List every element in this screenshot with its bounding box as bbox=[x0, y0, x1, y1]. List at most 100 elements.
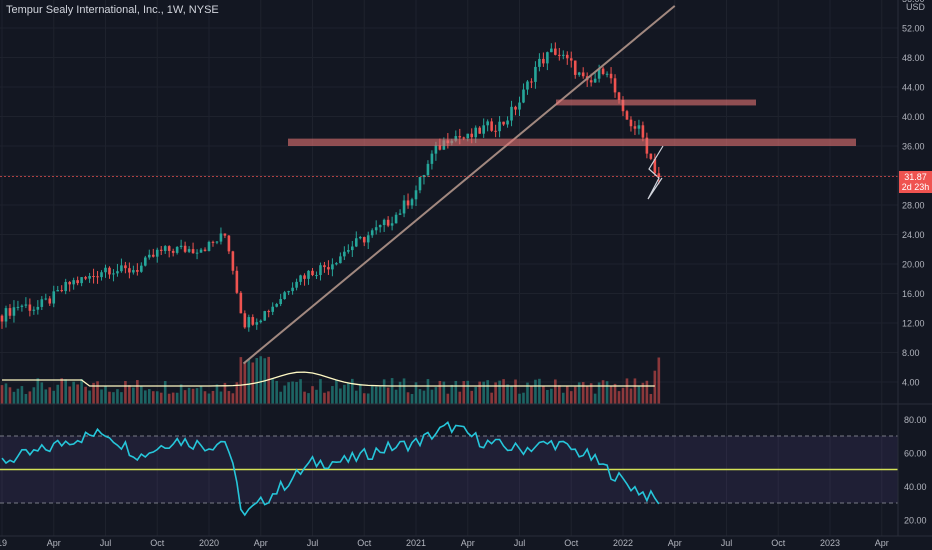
volume-bar bbox=[645, 380, 649, 404]
candle-body bbox=[362, 237, 366, 243]
candle-body bbox=[187, 249, 191, 252]
candle-body bbox=[112, 273, 115, 275]
volume-bar bbox=[140, 386, 143, 404]
candle-body bbox=[629, 119, 633, 127]
candle-body bbox=[522, 89, 525, 103]
volume-bar bbox=[414, 382, 418, 404]
volume-bar bbox=[48, 387, 52, 404]
volume-bar bbox=[462, 381, 466, 404]
volume-bar bbox=[343, 384, 346, 404]
time-tick-label: Jul bbox=[100, 538, 112, 548]
volume-bar bbox=[24, 393, 28, 404]
candle-body bbox=[327, 267, 330, 270]
volume-bar bbox=[52, 390, 56, 404]
time-tick-label: Apr bbox=[254, 538, 268, 548]
candle-body bbox=[12, 307, 16, 316]
volume-bar bbox=[490, 392, 493, 404]
candle-body bbox=[426, 163, 430, 176]
trendline bbox=[242, 5, 676, 365]
volume-bar bbox=[558, 385, 561, 404]
volume-bar bbox=[215, 384, 219, 404]
volume-bar bbox=[526, 382, 529, 404]
candle-body bbox=[518, 102, 521, 110]
candle-body bbox=[510, 106, 513, 121]
candle-body bbox=[414, 190, 418, 200]
volume-bar bbox=[120, 392, 123, 404]
candle-body bbox=[64, 281, 67, 292]
candle-body bbox=[283, 292, 286, 300]
volume-bar bbox=[167, 393, 171, 404]
candle-body bbox=[593, 78, 597, 83]
time-tick-label: 19 bbox=[0, 538, 7, 548]
volume-bar bbox=[163, 381, 167, 404]
volume-bar bbox=[398, 381, 402, 404]
candle-body bbox=[132, 270, 135, 273]
price-tick-label: 8.00 bbox=[902, 348, 920, 358]
volume-bar bbox=[510, 386, 513, 404]
candle-body bbox=[68, 281, 71, 285]
volume-bar bbox=[84, 386, 87, 404]
candle-body bbox=[195, 252, 199, 254]
volume-bar bbox=[56, 384, 60, 404]
volume-bar bbox=[175, 392, 179, 404]
price-tick-label: 12.00 bbox=[902, 319, 925, 329]
candle-body bbox=[80, 277, 83, 284]
candle-body bbox=[307, 270, 310, 279]
candle-body bbox=[96, 276, 99, 278]
candle-body bbox=[478, 127, 481, 134]
candle-body bbox=[136, 270, 139, 272]
candle-body bbox=[506, 120, 509, 125]
volume-bar bbox=[259, 356, 263, 404]
volume-bar bbox=[72, 381, 75, 404]
candle-body bbox=[151, 254, 155, 257]
candle-body bbox=[335, 263, 338, 265]
volume-bar bbox=[561, 392, 565, 404]
candle-body bbox=[287, 291, 290, 293]
volume-bar bbox=[438, 380, 442, 404]
volume-bar bbox=[434, 387, 438, 404]
candle-body bbox=[227, 235, 231, 252]
candle-body bbox=[331, 264, 334, 270]
candle-body bbox=[124, 265, 127, 269]
candle-body bbox=[466, 133, 470, 139]
volume-bar bbox=[275, 380, 278, 404]
volume-bar bbox=[235, 382, 239, 404]
volume-bar bbox=[597, 382, 601, 404]
volume-bar bbox=[577, 382, 581, 404]
candle-body bbox=[36, 306, 40, 310]
time-axis[interactable]: 19 Apr Jul Oct 2020 Apr Jul Oct 2021 Apr Jul Oct 202… bbox=[0, 538, 889, 548]
candle-body bbox=[354, 238, 358, 247]
time-tick-label: Oct bbox=[357, 538, 372, 548]
candle-body bbox=[56, 290, 60, 292]
candle-body bbox=[183, 245, 187, 252]
candle-body bbox=[128, 268, 131, 273]
candle-body bbox=[323, 265, 326, 268]
candle-body bbox=[175, 246, 179, 253]
drawings[interactable] bbox=[0, 5, 898, 365]
candle-body bbox=[538, 58, 541, 67]
volume-ma-line bbox=[2, 371, 655, 387]
price-tag-countdown: 2d 23h bbox=[901, 182, 930, 192]
candle-body bbox=[191, 249, 195, 254]
volume-bar bbox=[450, 384, 454, 404]
volume-bar bbox=[502, 379, 505, 404]
volume-bar bbox=[183, 390, 187, 404]
price-tick-label: 40.00 bbox=[902, 112, 925, 122]
candle-body bbox=[0, 315, 4, 322]
volume-bar bbox=[530, 385, 533, 404]
price-tick-label: 20.00 bbox=[902, 260, 925, 270]
volume-bar bbox=[104, 385, 107, 404]
volume-bar bbox=[565, 385, 569, 404]
candle-body bbox=[263, 311, 267, 321]
volume-bar bbox=[239, 357, 243, 404]
volume-bar bbox=[12, 391, 16, 404]
volume-bar bbox=[0, 385, 4, 404]
time-tick-label: Apr bbox=[875, 538, 889, 548]
volume-bar bbox=[124, 381, 127, 404]
volume-bar bbox=[378, 386, 382, 404]
volume-bar bbox=[287, 382, 290, 404]
volume-bar bbox=[44, 389, 48, 404]
candle-body bbox=[558, 54, 561, 56]
candle-body bbox=[72, 280, 75, 285]
